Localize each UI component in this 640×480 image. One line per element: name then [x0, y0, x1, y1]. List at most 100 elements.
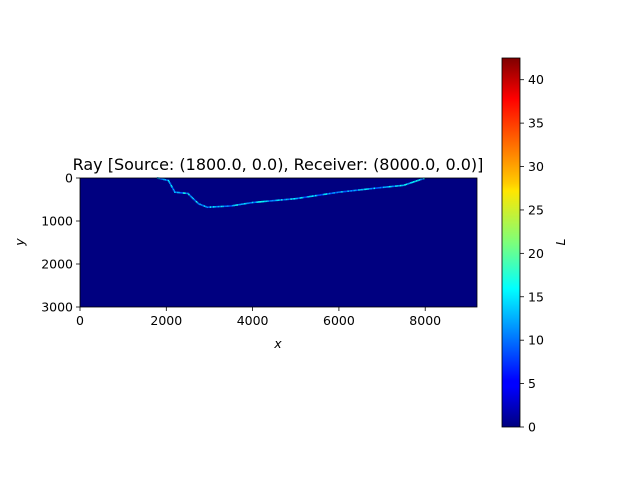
- plot-area: [79, 177, 478, 308]
- ray-cell: [348, 190, 351, 192]
- ray-cell: [178, 191, 181, 194]
- colorbar-tick-label: 25: [528, 202, 544, 217]
- colorbar-tick-label: 15: [528, 289, 544, 304]
- colorbar: 0 5 10 15 20 25 30 35 40 L: [501, 57, 568, 435]
- ray-cell: [166, 179, 168, 182]
- ray-cell: [244, 202, 246, 205]
- ray-cell: [376, 187, 379, 189]
- ray-cell: [342, 190, 345, 193]
- ray-cell: [302, 196, 305, 199]
- ray-cell: [230, 205, 232, 207]
- ray-cell: [296, 197, 299, 200]
- colorbar-gradient: [501, 57, 521, 428]
- ray-cell: [328, 192, 331, 195]
- ray-cell: [395, 185, 397, 187]
- ray-cell: [293, 197, 296, 200]
- ray-cell: [195, 200, 198, 203]
- ray-cell: [333, 192, 336, 194]
- ray-cell: [396, 185, 399, 187]
- ray-cell: [412, 181, 415, 183]
- ray-cell: [168, 181, 170, 183]
- ray-cell: [200, 204, 203, 206]
- ray-cell: [208, 206, 210, 208]
- x-tick-label: 6000: [323, 313, 355, 328]
- x-axis: 0 2000 4000 6000 8000: [76, 307, 441, 328]
- ray-cell: [203, 205, 206, 207]
- ray-cell: [202, 204, 204, 207]
- ray-cell: [247, 202, 249, 205]
- ray-cell: [398, 184, 400, 187]
- ray-cell: [253, 201, 255, 204]
- ray-cell: [353, 189, 356, 192]
- ray-cell: [378, 187, 380, 189]
- ray-cell: [212, 206, 215, 208]
- x-tick-label: 0: [76, 313, 84, 328]
- y-tick-label: 3000: [41, 300, 73, 315]
- ray-cell: [321, 193, 323, 196]
- colorbar-label: L: [553, 238, 568, 245]
- ray-cell: [351, 189, 354, 192]
- ray-cell: [318, 194, 320, 196]
- ray-cell: [356, 189, 359, 191]
- ray-cell: [256, 201, 259, 203]
- ray-cell: [190, 195, 192, 198]
- ray-cell: [191, 196, 193, 199]
- ray-cell: [330, 192, 333, 195]
- ray-cell: [382, 186, 385, 189]
- ray-cell: [250, 201, 252, 204]
- ray-cell: [217, 205, 220, 208]
- ray-cell: [267, 200, 269, 202]
- colorbar-tick-label: 0: [528, 420, 536, 435]
- ray-cell: [344, 190, 346, 193]
- ray-cell: [205, 205, 207, 208]
- ray-cell: [282, 198, 285, 201]
- ray-cell: [192, 197, 195, 200]
- ray-cell: [172, 188, 175, 191]
- ray-cell: [402, 184, 405, 187]
- y-tick-label: 2000: [41, 257, 73, 272]
- ray-cell: [316, 194, 319, 197]
- ray-cell: [336, 191, 339, 194]
- ray-cell: [220, 205, 223, 208]
- x-tick-label: 8000: [409, 313, 441, 328]
- ray-cell: [285, 198, 288, 201]
- x-axis-label: x: [273, 336, 282, 351]
- ray-cell: [254, 201, 257, 204]
- ray-cell: [310, 195, 312, 198]
- ray-cell: [350, 190, 353, 192]
- plot-frame: [79, 177, 478, 308]
- ray-cell: [222, 205, 224, 208]
- ray-cell: [177, 191, 179, 194]
- ray-cell: [248, 202, 251, 204]
- ray-cell: [417, 179, 419, 182]
- ray-cell: [404, 184, 406, 186]
- ray-cell: [345, 190, 348, 193]
- ray-cell: [373, 187, 376, 190]
- ray-cell: [181, 192, 183, 194]
- ray-cell: [174, 191, 176, 193]
- ray-cell: [227, 205, 229, 207]
- ray-cell: [370, 187, 373, 190]
- ray-cell: [234, 204, 237, 207]
- ray-cell: [236, 204, 238, 206]
- ray-cell: [171, 186, 173, 188]
- ray-cell: [271, 199, 274, 202]
- ray-cell: [319, 194, 322, 196]
- ray-cell: [375, 187, 377, 189]
- chart-title: Ray [Source: (1800.0, 0.0), Receiver: (8…: [73, 155, 484, 174]
- ray-cell: [301, 196, 303, 199]
- ray-cell: [163, 178, 165, 181]
- ray-cell: [387, 186, 390, 188]
- ray-cell: [197, 203, 200, 205]
- ray-cell: [420, 178, 422, 181]
- ray-cell: [273, 199, 275, 202]
- ray-cell: [311, 195, 314, 197]
- colorbar-tick-label: 20: [528, 246, 544, 261]
- ray-cell: [188, 193, 190, 196]
- colorbar-tick-label: 30: [528, 159, 544, 174]
- ray-cell: [368, 188, 371, 190]
- ray-cell: [325, 193, 328, 195]
- ray-cell: [408, 182, 411, 185]
- ray-cell: [355, 189, 357, 192]
- ray-cell: [379, 186, 382, 189]
